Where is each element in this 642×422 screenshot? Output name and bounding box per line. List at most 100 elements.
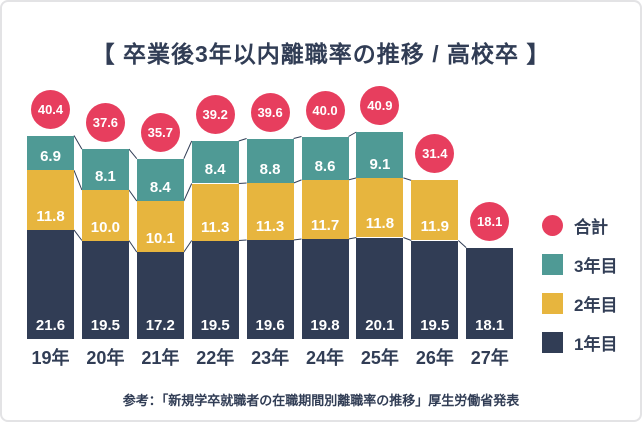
bar-19-segment-year1: 21.6: [27, 229, 74, 339]
connector-line: [348, 131, 357, 137]
bar-27-segment-year1: 18.1: [466, 247, 514, 339]
total-badge-27: 18.1: [470, 201, 510, 241]
x-axis-label-19: 19年: [31, 348, 70, 368]
total-badge-26: 31.4: [415, 134, 455, 174]
x-axis-label-25: 25年: [360, 348, 399, 368]
total-badge-21: 35.7: [140, 112, 180, 152]
total-badge-22: 39.2: [195, 95, 235, 134]
x-axis-label-21: 21年: [141, 348, 180, 368]
legend-item-total: 合計: [542, 213, 617, 238]
x-axis-label-20: 20年: [86, 348, 125, 368]
segment-value-year2-24: 11.7: [310, 216, 340, 234]
segment-value-year1-20: 19.5: [90, 317, 120, 334]
bar-24-segment-year1: 19.8: [301, 239, 349, 339]
connector-line: [403, 237, 412, 241]
legend-swatch-year1-icon: [542, 332, 563, 353]
legend-swatch-year3-icon: [542, 254, 563, 275]
bar-24-segment-year2: 11.7: [301, 179, 349, 239]
segment-value-year2-25: 11.8: [365, 215, 395, 233]
segment-value-year1-21: 17.2: [145, 316, 175, 334]
bar-23-segment-year1: 19.6: [246, 240, 294, 339]
segment-value-year2-26: 11.9: [420, 218, 449, 236]
connector-line: [238, 182, 247, 184]
bar-21-segment-year1: 17.2: [136, 252, 184, 339]
legend-swatch-year2-icon: [542, 293, 563, 314]
segment-value-year3-21: 8.4: [149, 179, 171, 197]
segment-value-year3-25: 9.1: [369, 156, 391, 173]
legend: 合計 3年目 2年目 1年目: [542, 213, 617, 369]
x-axis-label-26: 26年: [415, 348, 454, 368]
bar-20-segment-year3: 8.1: [81, 149, 129, 190]
segment-value-year1-27: 18.1: [475, 316, 505, 334]
connector-line: [293, 136, 302, 139]
connector-line: [183, 183, 193, 202]
bar-25-segment-year1: 20.1: [356, 237, 404, 339]
segment-value-year2-20: 10.0: [90, 218, 120, 236]
total-badge-24: 40.0: [305, 90, 345, 130]
legend-label-total: 合計: [574, 218, 608, 237]
bar-22-segment-year3: 8.4: [191, 141, 239, 184]
segment-value-year1-19: 21.6: [35, 316, 66, 334]
segment-value-year1-24: 19.8: [310, 317, 340, 334]
bar-26-segment-year1: 19.5: [411, 240, 459, 339]
legend-item-year3: 3年目: [542, 252, 617, 277]
connector-line: [457, 240, 467, 248]
x-axis-label-22: 22年: [196, 348, 235, 368]
bar-19-segment-year3: 6.9: [27, 135, 74, 171]
bar-21-segment-year3: 8.4: [136, 158, 184, 202]
bar-23-segment-year3: 8.8: [246, 138, 294, 183]
connector-line: [73, 229, 83, 241]
segment-value-year2-21: 10.1: [145, 230, 175, 248]
total-badge-23: 39.6: [250, 92, 290, 132]
bar-19-segment-year2: 11.8: [27, 170, 74, 230]
legend-label-year3: 3年目: [574, 257, 618, 276]
bar-25-segment-year2: 11.8: [356, 177, 404, 238]
legend-label-year1: 1年目: [574, 335, 618, 354]
total-badge-20: 37.6: [85, 103, 125, 143]
chart-title: 【 卒業後3年以内離職率の推移 / 高校卒 】: [91, 41, 551, 67]
segment-value-year3-23: 8.8: [259, 160, 281, 178]
connector-line: [73, 135, 83, 150]
connector-line: [238, 138, 247, 142]
x-axis-label-24: 24年: [306, 348, 345, 368]
segment-value-year2-19: 11.8: [36, 207, 65, 225]
connector-line: [73, 170, 83, 191]
connector-line: [403, 177, 412, 181]
connector-line: [238, 239, 247, 241]
legend-swatch-total-icon: [542, 215, 563, 236]
connector-line: [293, 238, 302, 241]
bar-24-segment-year3: 8.6: [301, 136, 349, 180]
segment-value-year3-19: 6.9: [40, 148, 61, 166]
bar-22-segment-year1: 19.5: [191, 240, 239, 339]
bar-21-segment-year2: 10.1: [136, 201, 184, 253]
connector-line: [128, 189, 138, 202]
total-badge-25: 40.9: [360, 86, 400, 125]
bar-20-segment-year1: 19.5: [81, 240, 129, 339]
source-note: 参考：「新規学卒就職者の在職期間別離職率の推移」厚生労働省発表: [122, 393, 520, 408]
segment-value-year2-23: 11.3: [255, 218, 285, 236]
bar-23-segment-year2: 11.3: [246, 183, 294, 241]
x-axis-label-27: 27年: [470, 348, 509, 368]
connector-line: [293, 179, 302, 184]
connector-line: [183, 140, 193, 159]
segment-value-year3-24: 8.6: [314, 157, 336, 175]
segment-value-year1-22: 19.5: [200, 317, 230, 334]
connector-line: [348, 177, 357, 181]
segment-value-year2-22: 11.3: [201, 218, 230, 236]
segment-value-year1-26: 19.5: [420, 317, 450, 334]
legend-item-year2: 2年目: [542, 291, 617, 316]
segment-value-year1-23: 19.6: [255, 317, 285, 334]
connector-line: [128, 240, 138, 253]
segment-value-year3-20: 8.1: [94, 167, 116, 185]
connector-line: [348, 237, 357, 240]
segment-value-year3-22: 8.4: [204, 161, 226, 179]
bar-25-segment-year3: 9.1: [356, 132, 404, 178]
bar-20-segment-year2: 10.0: [81, 190, 129, 241]
bar-26-segment-year2: 11.9: [411, 180, 459, 241]
bar-22-segment-year2: 11.3: [191, 183, 239, 241]
segment-value-year1-25: 20.1: [365, 317, 395, 334]
connector-line: [183, 240, 193, 253]
